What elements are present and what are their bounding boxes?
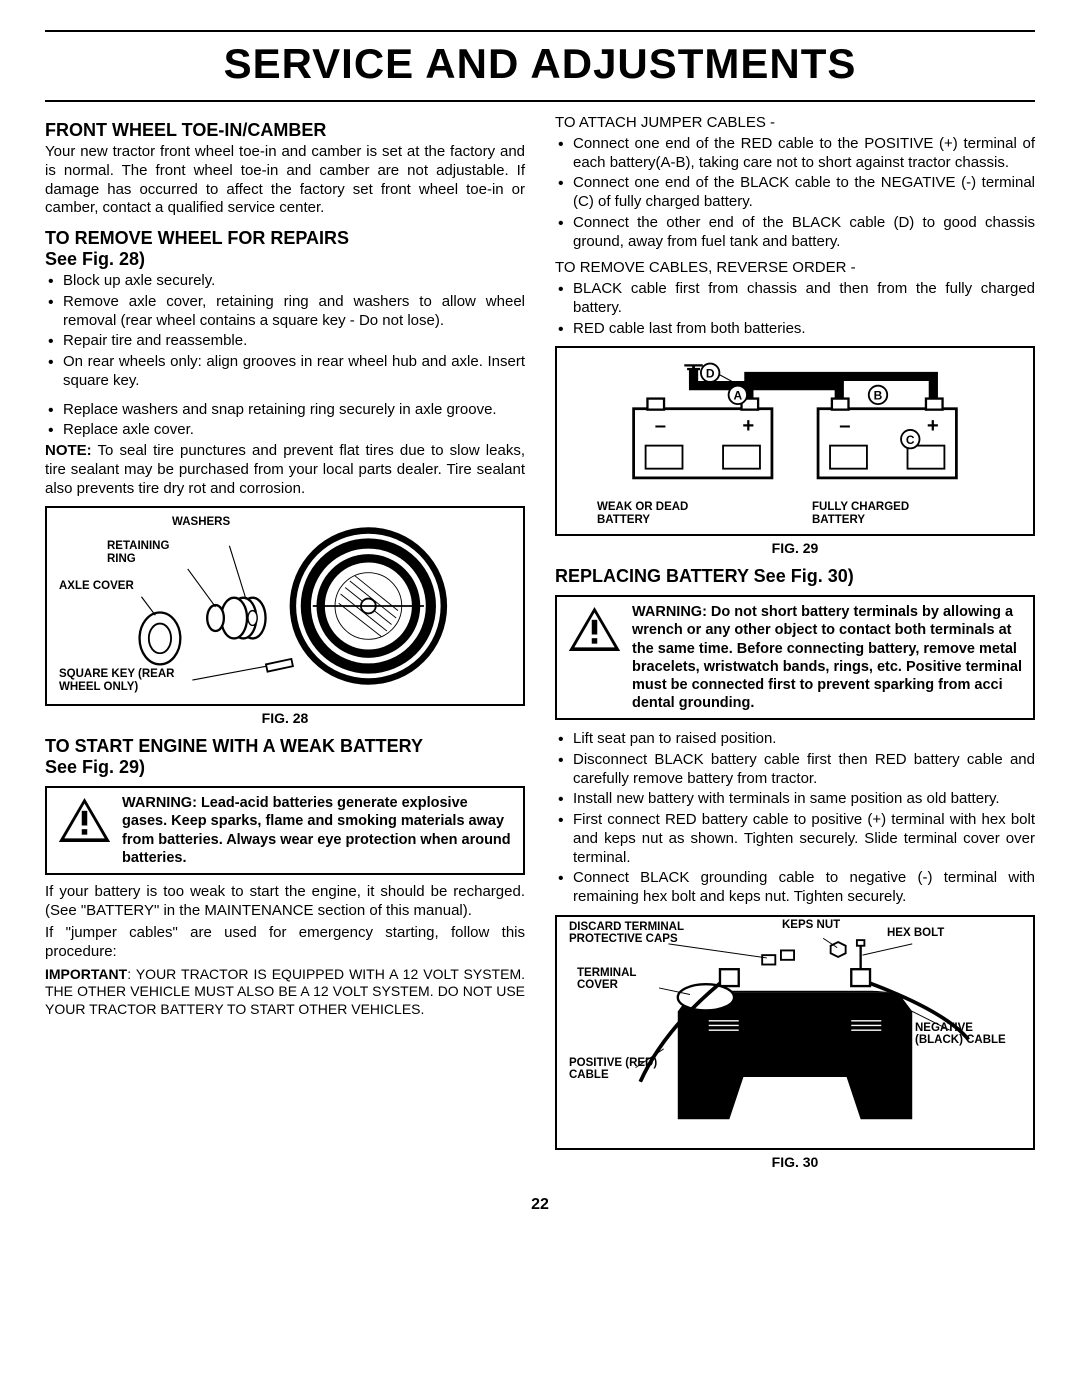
list-item: Install new battery with terminals in sa…: [573, 790, 1035, 809]
fig30-label-negative: NEGATIVE(BLACK) CABLE: [915, 1022, 1025, 1047]
list-item: Connect the other end of the BLACK cable…: [573, 214, 1035, 252]
heading-remove-wheel: TO REMOVE WHEEL FOR REPAIRSSee Fig. 28): [45, 228, 525, 270]
svg-text:B: B: [874, 389, 883, 403]
right-column: TO ATTACH JUMPER CABLES - Connect one en…: [555, 114, 1035, 1176]
left-column: FRONT WHEEL TOE-IN/CAMBER Your new tract…: [45, 114, 525, 1176]
list-item: Replace axle cover.: [63, 421, 525, 440]
warning-2-text: WARNING: Do not short battery terminals …: [632, 603, 1023, 712]
columns: FRONT WHEEL TOE-IN/CAMBER Your new tract…: [45, 114, 1035, 1176]
list-item: Disconnect BLACK battery cable first the…: [573, 751, 1035, 789]
heading-remove-cables: TO REMOVE CABLES, REVERSE ORDER -: [555, 259, 1035, 278]
warning-icon: [567, 605, 622, 653]
note-body: To seal tire punctures and prevent flat …: [45, 442, 525, 497]
list-replace-battery: Lift seat pan to raised position. Discon…: [555, 730, 1035, 907]
page-number: 22: [45, 1196, 1035, 1214]
para-note: NOTE: To seal tire punctures and prevent…: [45, 442, 525, 498]
para-weak-1: If your battery is too weak to start the…: [45, 883, 525, 921]
list-remove-cables: BLACK cable first from chassis and then …: [555, 280, 1035, 338]
warning-1-text: WARNING: Lead-acid batteries gen​erate e…: [122, 794, 513, 867]
list-item: Lift seat pan to raised position.: [573, 730, 1035, 749]
fig-28-box: WASHERS RETAININGRING AXLE COVER SQUARE …: [45, 506, 525, 706]
list-item: Connect one end of the RED cable to the …: [573, 135, 1035, 173]
fig29-label-full: FULLY CHARGEDBATTERY: [812, 501, 932, 526]
fig28-label-square: SQUARE KEY (REARWHEEL ONLY): [59, 668, 189, 693]
fig-29-svg: – + – +: [567, 358, 1023, 524]
title-rule: [45, 100, 1035, 102]
fig29-label-weak: WEAK OR DEADBATTERY: [597, 501, 707, 526]
fig28-label-washers: WASHERS: [172, 516, 230, 529]
list-item: BLACK cable first from chassis and then …: [573, 280, 1035, 318]
note-lead: NOTE:: [45, 442, 92, 459]
list-item: Connect one end of the BLACK cable to th…: [573, 174, 1035, 212]
fig-28-caption: FIG. 28: [45, 710, 525, 726]
page-title: SERVICE AND ADJUSTMENTS: [45, 40, 1035, 88]
svg-text:A: A: [733, 389, 742, 403]
svg-text:D: D: [706, 367, 715, 381]
list-attach-jumper: Connect one end of the RED cable to the …: [555, 135, 1035, 252]
svg-text:–: –: [655, 415, 666, 437]
svg-text:+: +: [742, 415, 754, 437]
list-item: Block up axle securely.: [63, 272, 525, 291]
svg-text:C: C: [906, 433, 915, 447]
heading-attach-jumper: TO ATTACH JUMPER CABLES -: [555, 114, 1035, 133]
fig-30-box: DISCARD TERMINALPROTECTIVE CAPS KEPS NUT…: [555, 915, 1035, 1150]
fig28-label-retaining: RETAININGRING: [107, 540, 187, 565]
page-frame: SERVICE AND ADJUSTMENTS FRONT WHEEL TOE-…: [45, 30, 1035, 1214]
list-item: Remove axle cover, retaining ring and wa…: [63, 293, 525, 331]
fig-29-caption: FIG. 29: [555, 540, 1035, 556]
fig-29-box: – + – +: [555, 346, 1035, 536]
list-item: Repair tire and reassemble.: [63, 332, 525, 351]
warning-1-lead: WARNING:: [122, 795, 197, 811]
heading-front-wheel: FRONT WHEEL TOE-IN/CAMBER: [45, 120, 525, 141]
list-item: Replace washers and snap retaining ring …: [63, 401, 525, 420]
fig30-label-positive: POSITIVE (RED)CABLE: [569, 1057, 679, 1082]
fig30-label-cover: TERMINALCOVER: [577, 967, 652, 992]
para-important: IMPORTANT: YOUR TRACTOR IS EQUIPPED WITH…: [45, 966, 525, 1019]
list-remove-wheel: Block up axle securely. Remove axle cove…: [45, 272, 525, 440]
list-item: First connect RED battery cable to posit…: [573, 811, 1035, 867]
fig28-label-axle: AXLE COVER: [59, 580, 134, 593]
heading-replacing-battery: REPLACING BATTERY See Fig. 30): [555, 566, 1035, 587]
list-item: RED cable last from both batteries.: [573, 320, 1035, 339]
para-front-wheel: Your new tractor front wheel toe-in and …: [45, 143, 525, 218]
fig30-label-keps: KEPS NUT: [782, 919, 840, 932]
fig30-label-hex: HEX BOLT: [887, 927, 944, 940]
warning-icon: [57, 796, 112, 844]
list-item: Connect BLACK grounding cable to negativ…: [573, 869, 1035, 907]
list-item: On rear wheels only: align grooves in re…: [63, 353, 525, 391]
para-weak-2: If "jumper cables" are used for emergenc…: [45, 924, 525, 962]
warning-box-2: WARNING: Do not short battery terminals …: [555, 595, 1035, 720]
warning-box-1: WARNING: Lead-acid batteries gen​erate e…: [45, 786, 525, 875]
important-lead: IMPORTANT: [45, 966, 127, 982]
fig-30-caption: FIG. 30: [555, 1154, 1035, 1170]
fig30-label-discard: DISCARD TERMINALPROTECTIVE CAPS: [569, 921, 709, 946]
svg-text:+: +: [927, 415, 939, 437]
svg-text:–: –: [839, 415, 850, 437]
heading-start-engine: TO START ENGINE WITH A WEAK BATTERYSee F…: [45, 736, 525, 778]
